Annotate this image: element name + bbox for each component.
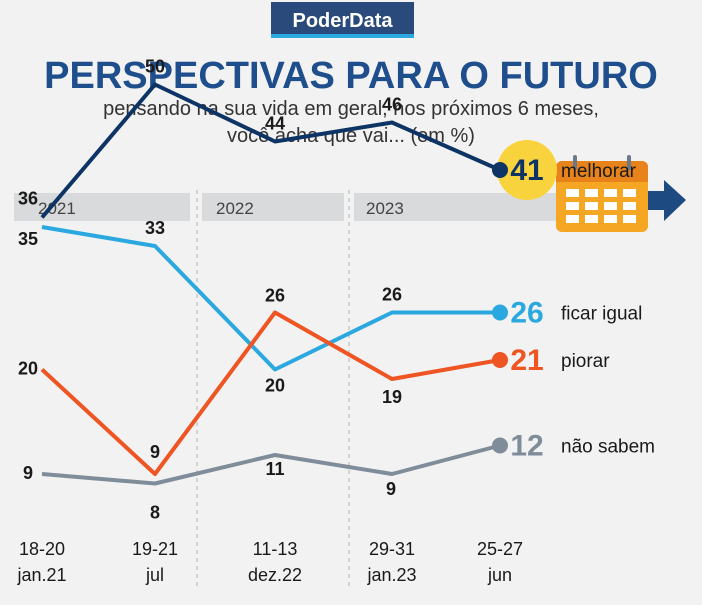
chart-subtitle-line1: pensando na sua vida em geral, nos próxi… [103, 98, 599, 120]
series-name-nao-sabem: não sabem [561, 437, 655, 458]
data-label-ficar-igual-1: 33 [145, 218, 165, 238]
data-label-melhorar-3: 46 [382, 95, 402, 115]
data-label-ficar-igual-2: 20 [265, 376, 285, 396]
data-label-ficar-igual-3: 26 [382, 285, 402, 305]
x-tick-label-0-top: 18-20 [19, 539, 65, 559]
end-marker-ficar-igual [492, 304, 508, 321]
x-tick-label-3-top: 29-31 [369, 539, 415, 559]
data-label-melhorar-2: 44 [265, 114, 285, 134]
end-marker-piorar [492, 352, 508, 368]
x-tick-label-2-bottom: dez.22 [248, 565, 302, 585]
series-name-piorar: piorar [561, 351, 610, 372]
x-tick-label-0-bottom: jan.21 [16, 565, 66, 585]
year-label-2023: 2023 [366, 199, 404, 218]
end-marker-melhorar [492, 162, 508, 178]
end-value-piorar: 21 [510, 344, 543, 377]
series-layer [40, 82, 557, 486]
data-label-ficar-igual-0: 35 [18, 229, 38, 249]
data-label-piorar-3: 19 [382, 387, 402, 407]
data-label-melhorar-0: 36 [18, 189, 38, 209]
calendar-icon [556, 155, 648, 232]
year-label-2022: 2022 [216, 199, 254, 218]
x-tick-label-2-top: 11-13 [253, 539, 298, 559]
x-axis: 18-20 jan.21 19-21 jul 11-13 dez.22 29-31 jan.2… [16, 539, 523, 585]
series-line-melhorar [40, 82, 501, 219]
chart-title: PERSPECTIVAS PARA O FUTURO [44, 55, 658, 97]
x-tick-label-4-bottom: jun [487, 565, 512, 585]
end-value-melhorar: 41 [510, 154, 543, 187]
series-line-piorar [40, 310, 501, 476]
end-value-ficar-igual: 26 [510, 297, 543, 330]
end-value-nao-sabem: 12 [510, 430, 543, 463]
x-tick-label-4-top: 25-27 [477, 539, 523, 559]
data-label-nao-sabem-0: 9 [23, 463, 33, 483]
brand-badge: PoderData [271, 2, 414, 38]
x-tick-label-3-bottom: jan.23 [366, 565, 416, 585]
data-label-nao-sabem-3: 9 [386, 479, 396, 499]
year-bands: 2021 2022 2023 [14, 193, 564, 221]
series-line-ficar-igual [41, 225, 500, 372]
data-label-piorar-1: 9 [150, 442, 160, 462]
series-name-ficar-igual: ficar igual [561, 304, 642, 325]
highlight-circle [497, 140, 557, 200]
data-label-piorar-2: 26 [265, 286, 285, 306]
x-tick-label-1-bottom: jul [145, 565, 164, 585]
data-label-nao-sabem-2: 11 [265, 459, 284, 479]
x-tick-label-1-top: 19-21 [132, 539, 178, 559]
labels-layer: 36 50 44 46 41 melhorar 35 33 20 26 26 ficar igual 2… [18, 57, 655, 523]
data-label-nao-sabem-1: 8 [150, 503, 160, 523]
series-line-nao-sabem [41, 443, 501, 486]
year-band-2022 [202, 193, 344, 221]
end-marker-nao-sabem [492, 437, 508, 454]
series-name-melhorar: melhorar [561, 161, 637, 182]
data-label-melhorar-1: 50 [145, 57, 165, 77]
brand-name: PoderData [292, 10, 393, 32]
data-label-piorar-0: 20 [18, 359, 38, 379]
